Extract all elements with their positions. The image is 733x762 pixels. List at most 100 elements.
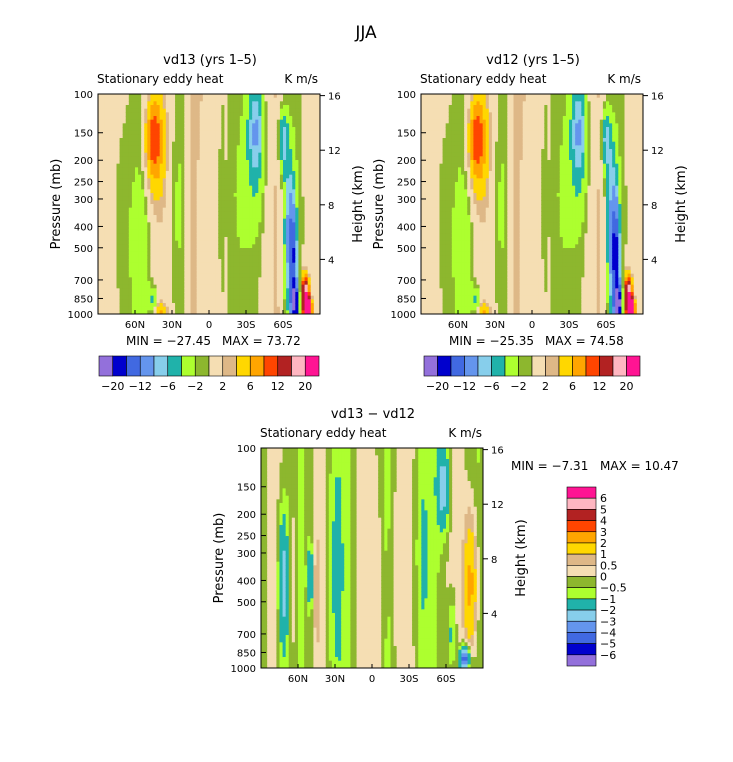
contour-cell <box>190 127 195 132</box>
contour-cell <box>147 152 152 157</box>
contour-cell <box>439 182 444 187</box>
contour-cell <box>270 204 275 209</box>
contour-cell <box>209 116 213 121</box>
contour-cell <box>421 185 425 190</box>
contour-cell <box>264 211 269 216</box>
contour-cell <box>162 240 167 245</box>
contour-cell <box>107 240 111 245</box>
contour-cell <box>131 277 136 282</box>
contour-cell <box>116 244 121 249</box>
contour-cell <box>230 97 235 102</box>
contour-cell <box>445 149 450 154</box>
contour-cell <box>165 182 170 187</box>
contour-cell <box>236 174 241 179</box>
contour-cell <box>267 127 272 132</box>
contour-cell <box>267 237 272 242</box>
contour-cell <box>113 277 118 282</box>
contour-cell <box>261 101 266 106</box>
contour-cell <box>209 204 213 209</box>
contour-cell <box>276 262 281 267</box>
contour-cell <box>162 189 167 194</box>
contour-cell <box>159 141 164 146</box>
contour-cell <box>107 200 111 205</box>
contour-cell <box>445 94 450 99</box>
contour-cell <box>193 240 198 245</box>
contour-cell <box>298 116 303 121</box>
contour-cell <box>258 97 263 102</box>
contour-cell <box>249 178 253 183</box>
contour-cell <box>178 196 182 201</box>
contour-cell <box>150 288 155 293</box>
panel-vd12: vd12 (yrs 1–5) Stationary eddy heat K m/… <box>372 53 689 393</box>
contour-cell <box>242 299 247 304</box>
contour-cell <box>283 215 287 220</box>
contour-cell <box>221 105 226 110</box>
contour-cell <box>292 251 296 256</box>
contour-cell <box>141 303 145 308</box>
contour-cell <box>141 292 145 297</box>
contour-cell <box>156 174 161 179</box>
contour-cell <box>190 145 195 150</box>
contour-cell <box>433 270 438 275</box>
contour-cell <box>292 218 296 223</box>
contour-cell <box>193 259 198 264</box>
contour-cell <box>193 196 198 201</box>
contour-cell <box>165 112 170 117</box>
contour-cell <box>150 112 155 117</box>
contour-cell <box>301 288 306 293</box>
contour-cell <box>184 178 189 183</box>
contour-cell <box>221 156 226 161</box>
contour-cell <box>442 310 447 314</box>
contour-cell <box>292 270 296 275</box>
contour-cell <box>153 123 158 128</box>
contour-cell <box>159 156 164 161</box>
contour-cell <box>131 310 136 314</box>
contour-cell <box>178 105 182 110</box>
contour-cell <box>165 116 170 121</box>
contour-cell <box>239 97 244 102</box>
contour-cell <box>255 237 259 242</box>
contour-cell <box>202 167 207 172</box>
contour-cell <box>298 251 303 256</box>
contour-cell <box>252 251 256 256</box>
contour-cell <box>261 138 266 143</box>
contour-cell <box>430 174 434 179</box>
contour-cell <box>218 248 222 253</box>
contour-cell <box>436 130 441 135</box>
contour-cell <box>193 123 198 128</box>
contour-cell <box>249 141 253 146</box>
contour-cell <box>196 149 201 154</box>
contour-cell <box>258 277 263 282</box>
contour-cell <box>295 167 300 172</box>
contour-cell <box>448 112 453 117</box>
contour-cell <box>150 204 155 209</box>
contour-cell <box>292 303 296 308</box>
contour-cell <box>98 152 102 157</box>
contour-cell <box>138 255 142 260</box>
contour-cell <box>230 255 235 260</box>
contour-cell <box>242 108 247 113</box>
contour-cell <box>218 222 222 227</box>
contour-cell <box>113 207 118 212</box>
contour-cell <box>187 138 192 143</box>
contour-cell <box>205 284 210 289</box>
contour-cell <box>215 171 219 176</box>
contour-cell <box>239 211 244 216</box>
contour-cell <box>270 240 275 245</box>
contour-cell <box>110 284 115 289</box>
contour-cell <box>286 207 290 212</box>
contour-cell <box>125 105 130 110</box>
contour-cell <box>181 273 185 278</box>
contour-cell <box>168 204 173 209</box>
contour-cell <box>110 127 115 132</box>
contour-cell <box>162 266 167 271</box>
contour-cell <box>181 145 185 150</box>
contour-cell <box>218 295 222 300</box>
contour-cell <box>433 288 438 293</box>
contour-cell <box>295 134 300 139</box>
contour-cell <box>141 284 145 289</box>
contour-cell <box>101 237 105 242</box>
contour-cell <box>131 240 136 245</box>
contour-cell <box>286 182 290 187</box>
contour-cell <box>178 171 182 176</box>
